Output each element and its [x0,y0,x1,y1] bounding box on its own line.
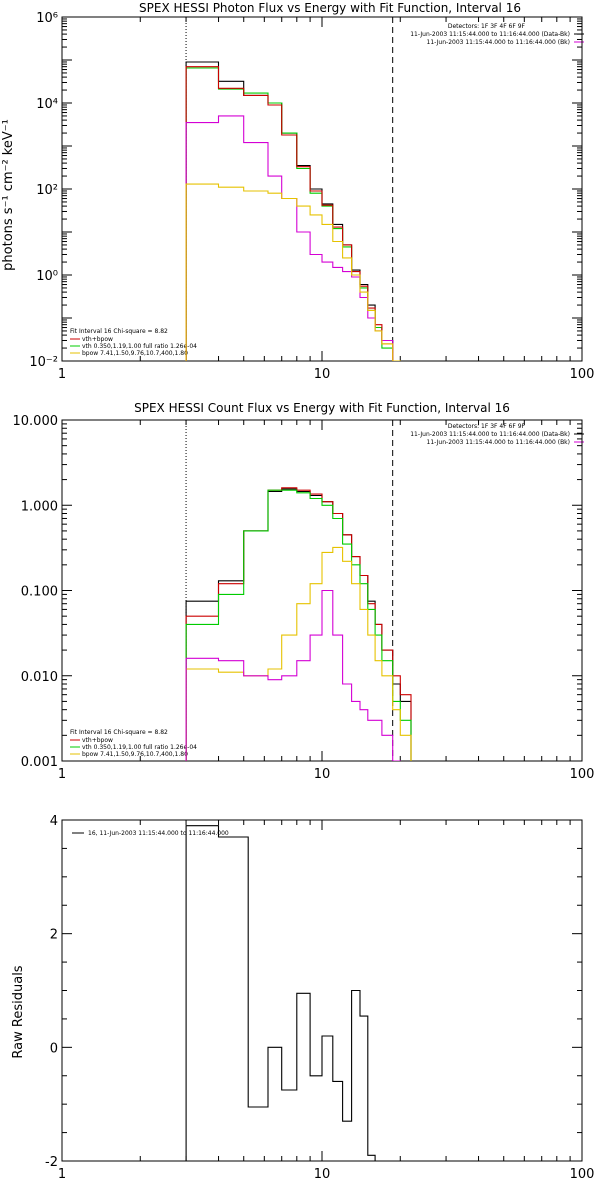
series-line-data [185,825,376,1161]
legend-block: 16, 11-Jun-2003 11:15:44.000 to 11:16:44… [72,830,229,837]
x-tick-label: 10 [314,1167,331,1182]
y-tick-label: 10.000 [13,414,59,429]
series-line-total [185,487,412,761]
series-line-data [185,488,412,761]
y-tick-label: 10² [36,183,58,198]
photon-flux-panel: SPEX HESSI Photon Flux vs Energy with Fi… [1,1,594,382]
x-tick-label: 1 [58,367,66,382]
chart-title: SPEX HESSI Count Flux vs Energy with Fit… [134,401,510,415]
legend-header-line: 11-Jun-2003 11:15:44.000 to 11:16:44.000… [410,31,570,38]
y-tick-label: -2 [45,1155,58,1170]
series-line-bk [185,589,401,761]
y-tick-label: 0.100 [21,585,58,600]
x-tick-label: 100 [570,1167,595,1182]
legend-footer-line: bpow 7.41,1.50,9.76,10.7,400,1.80 [82,751,188,758]
y-tick-label: 0.010 [21,670,58,685]
legend-footer-line: Fit Interval 16 Chi-square = 8.82 [70,328,168,335]
legend-footer-line: Fit Interval 16 Chi-square = 8.82 [70,729,168,736]
series-group [185,61,401,361]
legend-footer-line: vth+bpow [82,336,113,343]
series-group [185,487,412,761]
x-tick-label: 1 [58,767,66,782]
y-tick-label: 10⁻² [29,355,58,370]
x-tick-label: 100 [570,367,595,382]
series-line-vth [185,489,412,761]
legend-header-line: 11-Jun-2003 11:15:44.000 to 11:16:44.000… [427,39,570,46]
y-tick-label: 4 [50,814,58,829]
series-line-vth [185,67,394,361]
y-tick-label: 10⁶ [36,11,58,26]
legend-footer-line: bpow 7.41,1.50,9.76,10.7,400,1.80 [82,350,188,357]
series-group [185,825,376,1161]
y-tick-label: 10⁰ [36,269,58,284]
y-tick-label: 2 [50,928,58,943]
legend-footer-line: vth+bpow [82,737,113,744]
residuals-panel: Raw Residuals 16, 11-Jun-2003 11:15:44.0… [11,814,594,1182]
legend-block: Detectors: 1F 3F 4F 6F 9F 11-Jun-2003 11… [70,423,584,758]
legend-header-line: Detectors: 1F 3F 4F 6F 9F [448,23,526,30]
series-line-bk [185,115,401,361]
x-tick-label: 100 [570,767,595,782]
y-axis-label: photons s⁻¹ cm⁻² keV⁻¹ [1,119,16,271]
legend-header-line: 11-Jun-2003 11:15:44.000 to 11:16:44.000… [427,439,570,446]
y-axis-label: Raw Residuals [11,965,26,1058]
y-tick-label: 0 [50,1041,58,1056]
y-tick-label: 10⁴ [36,97,58,112]
legend-block: Detectors: 1F 3F 4F 6F 9F 11-Jun-2003 11… [70,23,584,357]
series-line-bpow [185,183,401,361]
x-tick-label: 1 [58,1167,66,1182]
count-flux-panel: SPEX HESSI Count Flux vs Energy with Fit… [13,401,595,782]
x-tick-label: 10 [314,767,331,782]
legend-line: 16, 11-Jun-2003 11:15:44.000 to 11:16:44… [88,830,229,837]
plot-frame [61,819,583,1162]
legend-footer-line: vth 0.350,1.19,1.00 full ratio 1.26e-04 [82,343,197,350]
y-tick-label: 1.000 [21,499,58,514]
x-tick-label: 10 [314,367,331,382]
legend-footer-line: vth 0.350,1.19,1.00 full ratio 1.26e-04 [82,744,197,751]
chart-title: SPEX HESSI Photon Flux vs Energy with Fi… [139,1,521,15]
legend-header-line: 11-Jun-2003 11:15:44.000 to 11:16:44.000… [410,431,570,438]
legend-header-line: Detectors: 1F 3F 4F 6F 9F [448,423,526,430]
y-tick-label: 0.001 [21,755,58,770]
